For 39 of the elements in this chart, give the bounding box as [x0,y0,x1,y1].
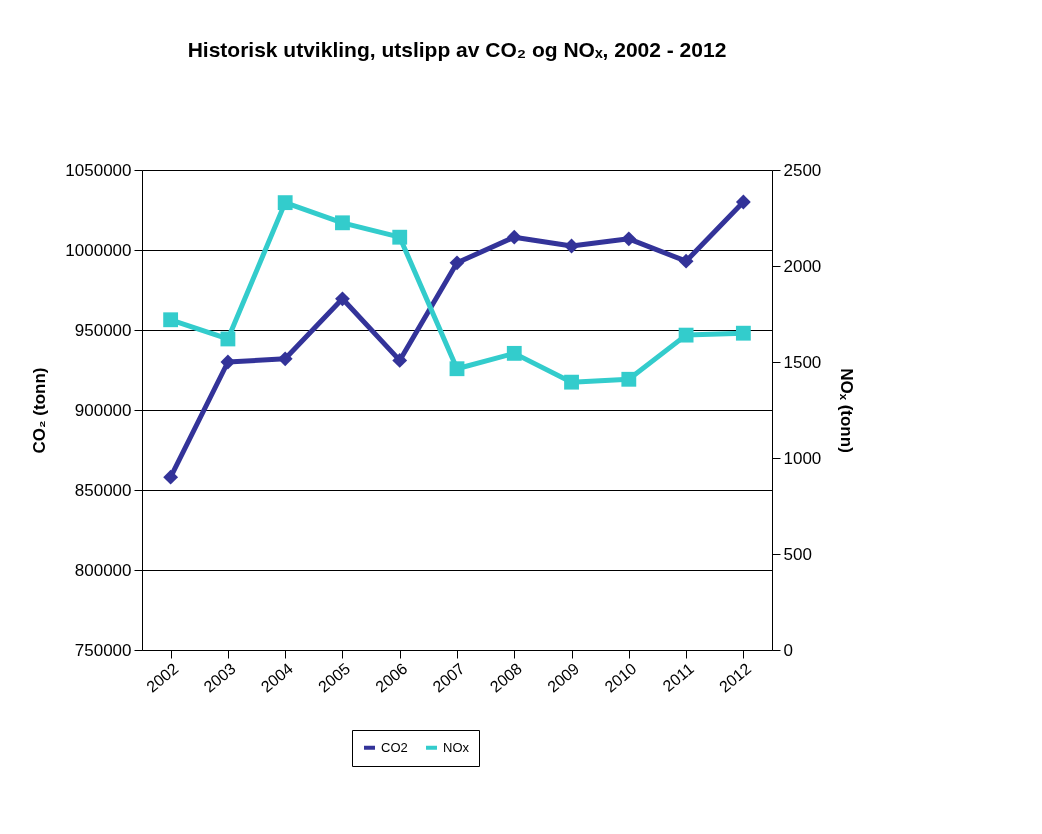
point [678,253,694,269]
y2-tick-label: 1500 [783,352,822,372]
legend-label: NOx [443,739,470,755]
point [277,195,293,211]
chart-title: Historisk utvikling, utslipp av CO₂ og NOₓ, 2002 - 2012 [187,38,727,61]
point [277,351,293,367]
point [392,229,408,245]
y2-tick-label: 2500 [783,160,822,180]
point [449,361,465,377]
y2-tick-label: 1000 [783,448,822,468]
point [621,371,637,387]
legend-label: CO2 [381,739,408,755]
y-tick-label: 850000 [74,480,132,500]
y-tick-label: 900000 [74,400,132,420]
y2-tick-label: 2000 [783,256,822,276]
point [506,229,522,245]
y2-tick-label: 0 [783,640,793,660]
point [449,255,465,271]
point [220,331,236,347]
point [678,327,694,343]
point [335,291,350,307]
point [392,352,408,368]
point [163,469,179,485]
point [621,231,637,247]
y-axis-title: CO₂ (tonn) [30,367,50,454]
y-tick-label: 750000 [74,640,132,660]
y2-tick-label: 500 [783,544,812,564]
point [163,312,179,328]
y2-axis-title: NOₓ (tonn) [837,368,857,453]
y-tick-label: 800000 [74,560,132,580]
point [564,374,579,390]
y-tick-label: 950000 [74,320,132,340]
point [335,215,350,231]
point [506,345,522,361]
point [735,325,751,341]
point [735,194,751,210]
y-tick-label: 1000000 [65,240,132,260]
y-tick-label: 1050000 [65,160,132,180]
point [220,354,236,370]
